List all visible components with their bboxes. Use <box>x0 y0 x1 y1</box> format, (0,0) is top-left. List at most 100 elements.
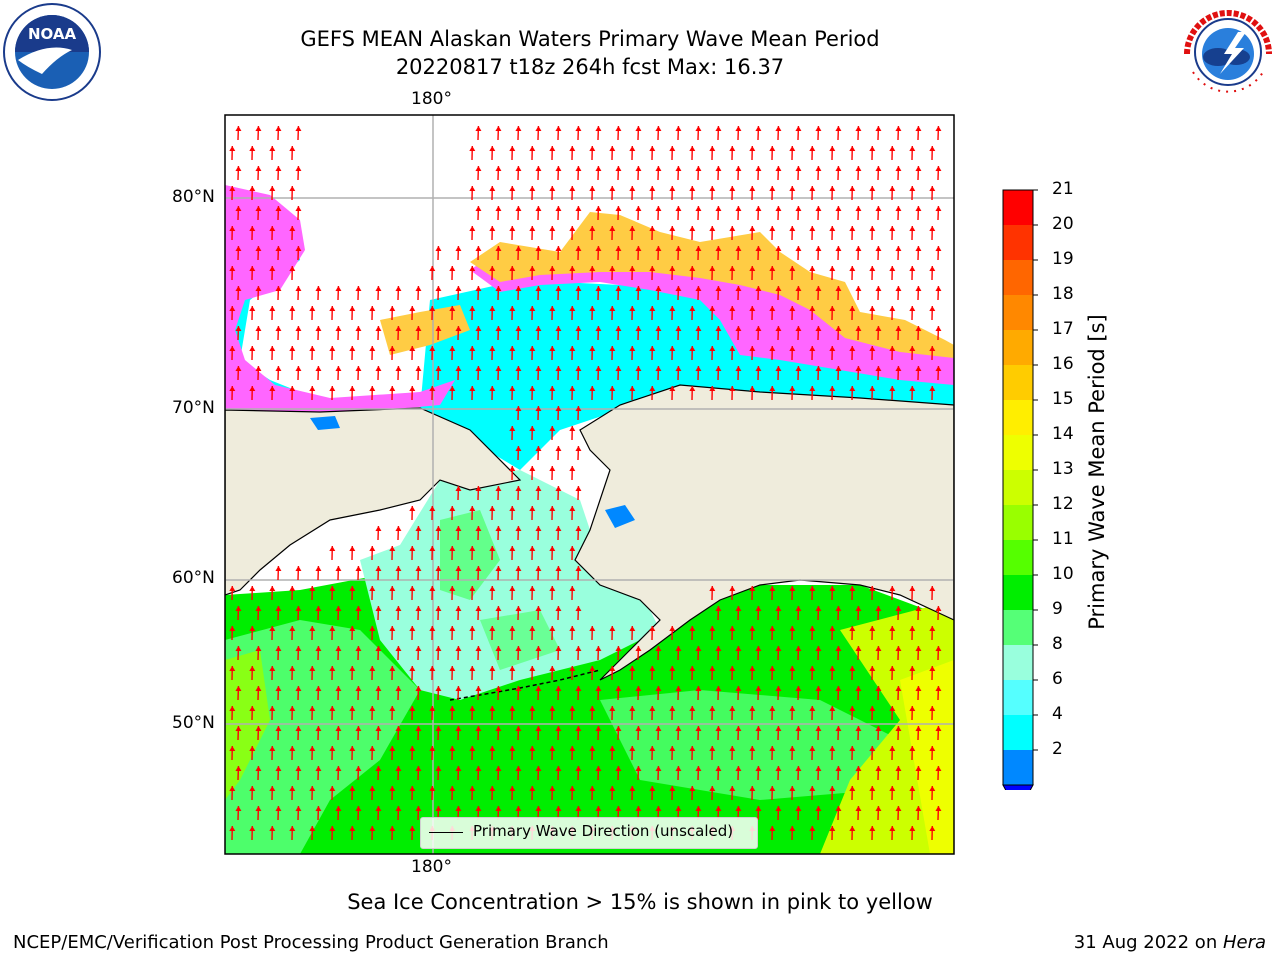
wave-arrow-head <box>609 626 616 631</box>
wave-arrow-head <box>369 346 376 351</box>
wave-arrow-head <box>289 186 296 191</box>
wave-arrow-head <box>509 346 516 351</box>
wave-arrow-head <box>729 386 736 391</box>
wave-arrow-head <box>555 726 562 731</box>
wave-arrow-head <box>929 746 936 751</box>
wave-arrow-head <box>729 786 736 791</box>
wave-arrow-head <box>795 326 802 331</box>
wave-arrow-head <box>569 706 576 711</box>
wave-arrow-head <box>869 826 876 831</box>
wave-arrow-head <box>695 726 702 731</box>
wave-arrow-head <box>889 186 896 191</box>
colorbar-under-triangle <box>1002 784 1034 790</box>
wave-arrow-head <box>889 626 896 631</box>
wave-arrow-head <box>629 666 636 671</box>
wave-arrow-head <box>529 586 536 591</box>
wave-arrow-head <box>275 646 282 651</box>
wave-arrow-head <box>749 146 756 151</box>
wave-arrow-head <box>809 706 816 711</box>
wave-arrow-head <box>809 626 816 631</box>
wave-arrow-head <box>815 686 822 691</box>
wave-arrow-head <box>255 606 262 611</box>
wave-arrow-head <box>235 646 242 651</box>
wave-arrow-head <box>569 586 576 591</box>
wave-arrow-head <box>849 626 856 631</box>
wave-arrow-head <box>315 606 322 611</box>
wave-arrow-head <box>749 226 756 231</box>
wave-arrow-head <box>615 126 622 131</box>
arctic-field <box>420 280 954 470</box>
wave-arrow-head <box>929 146 936 151</box>
colorbar-tick-label: 9 <box>1052 599 1063 619</box>
wave-arrow-head <box>255 366 262 371</box>
wave-arrow-head <box>855 326 862 331</box>
wave-arrow-head <box>595 366 602 371</box>
wave-arrow-head <box>695 766 702 771</box>
wave-arrow-head <box>489 666 496 671</box>
colorbar-tick-label: 19 <box>1052 249 1074 269</box>
wave-arrow-head <box>769 266 776 271</box>
wave-arrow-head <box>715 646 722 651</box>
wave-arrow-head <box>889 146 896 151</box>
wave-arrow-head <box>269 266 276 271</box>
wave-arrow-head <box>589 306 596 311</box>
wave-arrow-head <box>229 706 236 711</box>
wave-arrow-head <box>909 666 916 671</box>
wave-arrow-head <box>929 586 936 591</box>
wave-arrow-head <box>529 666 536 671</box>
wave-arrow-head <box>675 326 682 331</box>
wave-arrow-head <box>749 706 756 711</box>
wave-arrow-head <box>755 646 762 651</box>
wave-arrow-head <box>869 146 876 151</box>
wave-arrow-head <box>295 646 302 651</box>
bering-field <box>360 470 660 700</box>
wave-arrow-head <box>249 746 256 751</box>
wave-arrow-head <box>629 306 636 311</box>
wave-arrow-head <box>869 266 876 271</box>
wave-arrow-head <box>495 566 502 571</box>
wave-arrow-head <box>695 646 702 651</box>
wave-arrow-head <box>869 226 876 231</box>
wave-arrow-head <box>569 226 576 231</box>
wave-arrow-head <box>589 266 596 271</box>
wave-arrow-head <box>529 706 536 711</box>
wave-arrow-head <box>769 826 776 831</box>
wave-arrow-head <box>735 126 742 131</box>
wave-arrow-head <box>389 346 396 351</box>
wave-arrow-head <box>729 226 736 231</box>
colorbar-tick-label: 15 <box>1052 389 1074 409</box>
wave-arrow-head <box>369 706 376 711</box>
wave-arrow-head <box>629 266 636 271</box>
wave-arrow-head <box>689 346 696 351</box>
wave-arrow-head <box>369 306 376 311</box>
wave-arrow-head <box>709 746 716 751</box>
colorbar-tick-label: 21 <box>1052 179 1074 199</box>
wave-arrow-head <box>469 186 476 191</box>
wave-arrow-head <box>455 526 462 531</box>
wave-arrow-head <box>569 306 576 311</box>
colorbar-segment <box>1003 715 1033 750</box>
lat-label-70: 70°N <box>172 398 215 418</box>
wave-arrow-head <box>829 746 836 751</box>
wave-arrow-head <box>495 726 502 731</box>
wave-arrow-head <box>249 146 256 151</box>
wave-arrow-head <box>275 246 282 251</box>
chart-subtitle: 20220817 t18z 264h fcst Max: 16.37 <box>395 55 785 79</box>
wave-arrow-head <box>275 206 282 211</box>
wave-arrow-head <box>915 246 922 251</box>
wave-arrow-head <box>669 666 676 671</box>
wave-arrow-head <box>415 326 422 331</box>
wave-arrow-head <box>489 226 496 231</box>
wave-arrow-head <box>609 266 616 271</box>
wave-arrow-head <box>649 226 656 231</box>
wave-arrow-head <box>335 686 342 691</box>
wave-arrow-head <box>355 766 362 771</box>
wave-arrow-head <box>569 346 576 351</box>
wave-arrow-head <box>835 126 842 131</box>
wave-arrow-head <box>575 446 582 451</box>
wave-arrow-head <box>475 246 482 251</box>
wave-arrow-head <box>335 646 342 651</box>
wave-arrow-head <box>309 746 316 751</box>
wave-arrow-head <box>249 266 256 271</box>
wave-arrow-head <box>849 746 856 751</box>
